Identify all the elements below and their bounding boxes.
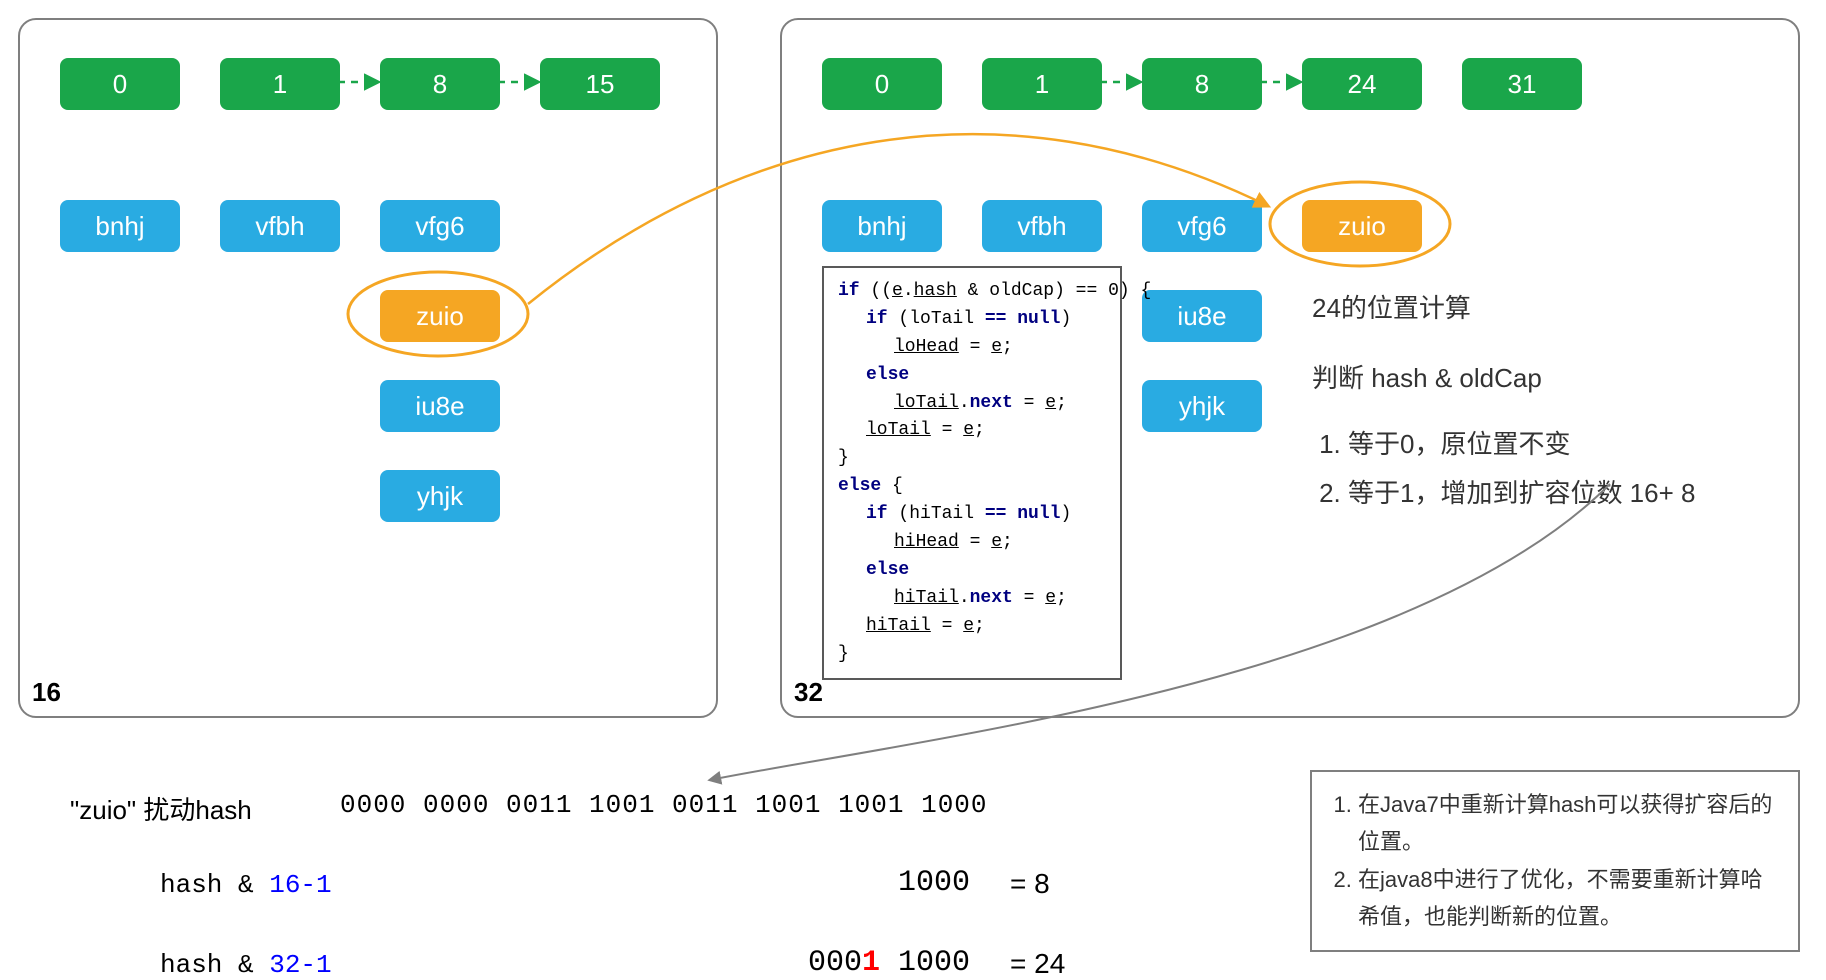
node-entry: vfg6 — [380, 200, 500, 252]
bucket-index: 1 — [220, 58, 340, 110]
node-entry: iu8e — [1142, 290, 1262, 342]
node-entry: yhjk — [380, 470, 500, 522]
bucket-index: 1 — [982, 58, 1102, 110]
calc-label: "zuio" 扰动hash — [70, 790, 252, 827]
bucket-index: 0 — [822, 58, 942, 110]
bucket-index: 24 — [1302, 58, 1422, 110]
cap-label-left: 16 — [32, 677, 61, 708]
node-entry: bnhj — [60, 200, 180, 252]
node-entry: iu8e — [380, 380, 500, 432]
bucket-index: 8 — [1142, 58, 1262, 110]
bucket-index: 8 — [380, 58, 500, 110]
bottom-note-list: 在Java7中重新计算hash可以获得扩容后的位置。在java8中进行了优化，不… — [1330, 786, 1780, 936]
hash-bits: 0000 0000 0011 1001 0011 1001 1001 1000 — [340, 790, 988, 820]
node-entry: yhjk — [1142, 380, 1262, 432]
panel-left: 16 018 15 bnhj vfbh vfg6 zuio iu8e yhjk — [18, 18, 718, 718]
node-entry: bnhj — [822, 200, 942, 252]
calc-eq-1: = 8 — [1010, 868, 1050, 900]
notes-list: 等于0，原位置不变等于1，增加到扩容位数 16+ 8 — [1312, 422, 1782, 514]
panel-right: 32 018 24 31 bnhj vfbh vfg6 iu8e yhjk zuio if ((e.… — [780, 18, 1800, 718]
calc-op-1: hash & 16-1 — [160, 870, 332, 900]
notes-list-item: 等于1，增加到扩容位数 16+ 8 — [1348, 471, 1782, 515]
notes-title: 24的位置计算 — [1312, 286, 1782, 330]
node-zuio-left: zuio — [380, 290, 500, 342]
bucket-index: 31 — [1462, 58, 1582, 110]
calc-op-2: hash & 32-1 — [160, 950, 332, 980]
cap-label-right: 32 — [794, 677, 823, 708]
bottom-note: 在Java7中重新计算hash可以获得扩容后的位置。在java8中进行了优化，不… — [1310, 770, 1800, 952]
node-entry: vfg6 — [1142, 200, 1262, 252]
notes-sub: 判断 hash & oldCap — [1312, 356, 1782, 400]
calc-eq-2: = 24 — [1010, 948, 1065, 980]
node-zuio-right: zuio — [1302, 200, 1422, 252]
bottom-note-item: 在java8中进行了优化，不需要重新计算哈希值，也能判断新的位置。 — [1358, 861, 1780, 936]
code-snippet: if ((e.hash & oldCap) == 0) {if (loTail … — [822, 266, 1122, 680]
calc-bits-1: 1000 — [770, 866, 970, 900]
bottom-note-item: 在Java7中重新计算hash可以获得扩容后的位置。 — [1358, 786, 1780, 861]
notes: 24的位置计算判断 hash & oldCap 等于0，原位置不变等于1，增加到扩… — [1312, 286, 1782, 519]
bucket-index: 0 — [60, 58, 180, 110]
bucket-index: 15 — [540, 58, 660, 110]
calc-bits-2: 0001 1000 — [770, 946, 970, 980]
notes-list-item: 等于0，原位置不变 — [1348, 422, 1782, 466]
node-entry: vfbh — [220, 200, 340, 252]
node-entry: vfbh — [982, 200, 1102, 252]
